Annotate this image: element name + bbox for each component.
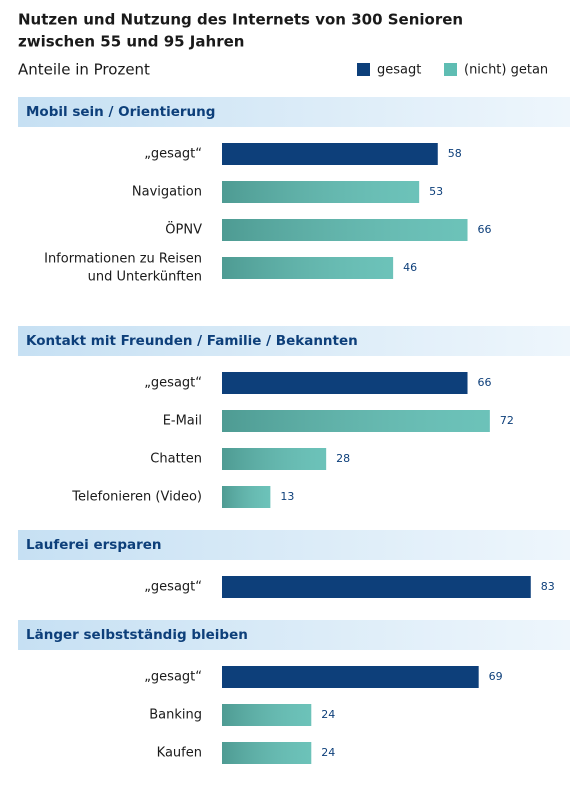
value-label: 53 [429, 185, 443, 198]
category-label: Informationen zu Reisen [44, 252, 202, 267]
section-header [18, 620, 570, 650]
bar [222, 576, 531, 598]
bar [222, 372, 468, 394]
legend-label: gesagt [377, 63, 421, 78]
section-title: Länger selbstständig bleiben [26, 627, 248, 643]
section-title: Mobil sein / Orientierung [26, 104, 215, 120]
value-label: 83 [541, 580, 555, 593]
bar [222, 666, 479, 688]
bar-shade [222, 181, 420, 203]
value-label: 24 [321, 708, 335, 721]
legend-swatch [444, 63, 457, 76]
category-label: „gesagt“ [144, 147, 202, 162]
category-label: E-Mail [163, 414, 202, 429]
bar-shade [222, 257, 394, 279]
category-label: „gesagt“ [144, 376, 202, 391]
value-label: 13 [280, 490, 294, 503]
bar-shade [222, 704, 312, 726]
value-label: 69 [489, 670, 503, 683]
section-header [18, 530, 570, 560]
chart-title: Nutzen und Nutzung des Internets von 300… [18, 11, 463, 29]
bar-shade [222, 486, 271, 508]
category-label: und Unterkünften [88, 270, 202, 285]
value-label: 28 [336, 452, 350, 465]
legend-swatch [357, 63, 370, 76]
section-title: Kontakt mit Freunden / Familie / Bekannt… [26, 333, 358, 349]
category-label: Banking [149, 708, 202, 723]
value-label: 46 [403, 261, 417, 274]
section-header [18, 97, 570, 127]
category-label: Chatten [150, 452, 202, 467]
value-label: 58 [448, 147, 462, 160]
bar-shade [222, 410, 490, 432]
section-header [18, 326, 570, 356]
category-label: „gesagt“ [144, 580, 202, 595]
category-label: Navigation [132, 185, 202, 200]
category-label: Telefonieren (Video) [71, 490, 202, 505]
value-label: 24 [321, 746, 335, 759]
category-label: „gesagt“ [144, 670, 202, 685]
value-label: 66 [478, 223, 492, 236]
category-label: ÖPNV [165, 221, 202, 238]
bar-shade [222, 219, 468, 241]
value-label: 66 [478, 376, 492, 389]
bar-shade [222, 742, 312, 764]
category-label: Kaufen [157, 746, 202, 761]
chart-subtitle: Anteile in Prozent [18, 61, 150, 79]
bar-shade [222, 448, 327, 470]
chart-title: zwischen 55 und 95 Jahren [18, 33, 244, 51]
bar [222, 143, 438, 165]
section-title: Lauferei ersparen [26, 537, 162, 553]
legend-label: (nicht) getan [464, 63, 548, 78]
value-label: 72 [500, 414, 514, 427]
